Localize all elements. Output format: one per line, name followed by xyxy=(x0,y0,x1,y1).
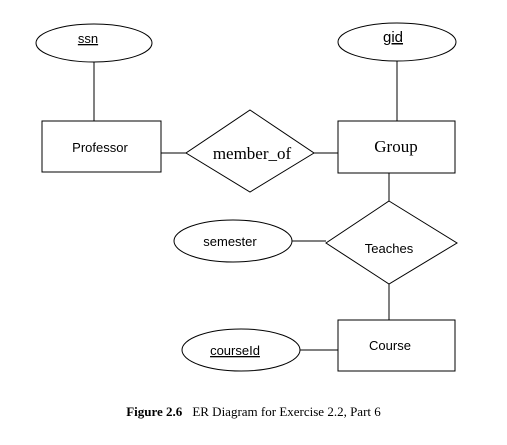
attribute-courseid-ellipse xyxy=(181,328,301,372)
figure-number: Figure 2.6 xyxy=(126,404,183,419)
figure-caption-text: ER Diagram for Exercise 2.2, Part 6 xyxy=(192,404,381,419)
figure-caption: Figure 2.6 ER Diagram for Exercise 2.2, P… xyxy=(0,404,507,420)
entity-course-box xyxy=(337,319,456,372)
attribute-gid-label: gid xyxy=(383,29,403,46)
entity-professor-label: Professor xyxy=(72,140,128,155)
relationship-member-of-diamond xyxy=(185,109,315,193)
relationship-teaches-label: Teaches xyxy=(365,241,414,256)
entity-group-box xyxy=(337,120,456,174)
attribute-ssn-label: ssn xyxy=(78,31,98,46)
entity-course-label: Course xyxy=(369,338,411,353)
attribute-courseid-label: courseId xyxy=(210,343,260,358)
relationship-teaches-diamond xyxy=(325,200,458,285)
attribute-semester-ellipse xyxy=(173,219,293,263)
entity-group-label: Group xyxy=(374,137,417,156)
relationship-member-of-label: member_of xyxy=(213,144,292,163)
attribute-gid-ellipse xyxy=(337,22,457,62)
entity-professor-box xyxy=(41,120,162,173)
attribute-semester-label: semester xyxy=(203,234,257,249)
attribute-ssn-ellipse xyxy=(35,23,153,63)
